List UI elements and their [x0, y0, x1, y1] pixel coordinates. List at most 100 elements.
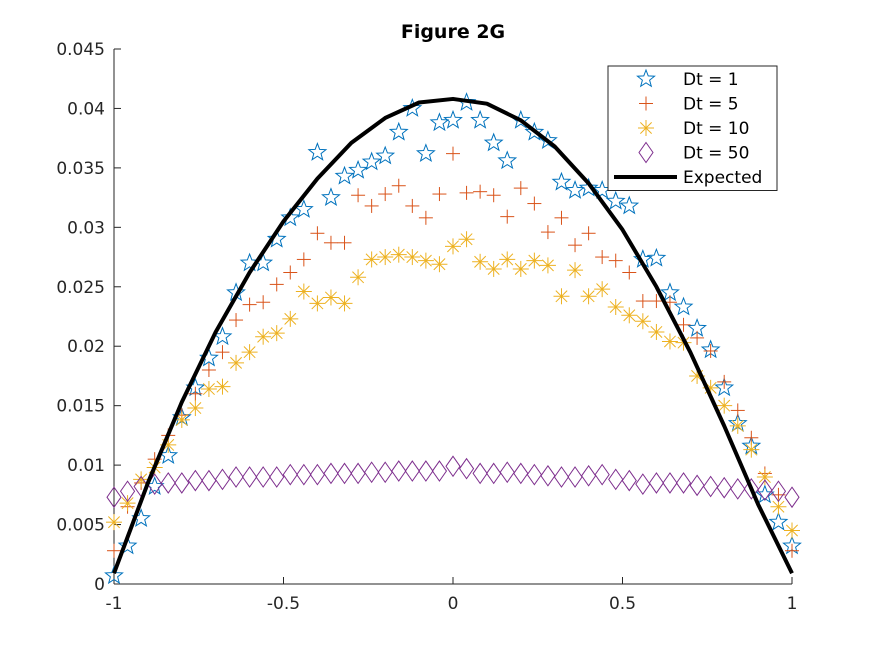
legend-label: Dt = 50	[683, 144, 749, 164]
data-point-asterisk	[322, 289, 339, 306]
data-point-plus	[595, 250, 610, 265]
data-point-plus	[568, 238, 583, 253]
data-point-plus	[351, 188, 366, 203]
data-point-diamond	[703, 475, 719, 498]
axes: -1 -0.5 0 0.5 1 0 0.005 0.01 0.015 0.02 0.025 0.03 0…	[56, 40, 797, 614]
data-point-asterisk	[634, 313, 651, 330]
legend-marker-asterisk	[638, 120, 654, 136]
data-point-pentagram	[280, 207, 301, 227]
data-point-plus	[785, 543, 799, 558]
data-point-diamond	[594, 463, 610, 486]
series-layer	[104, 92, 802, 585]
legend-marker-diamond	[638, 141, 654, 164]
data-point-diamond	[553, 466, 570, 488]
data-point-diamond	[648, 472, 665, 494]
data-point-asterisk	[363, 251, 380, 268]
data-point-diamond	[499, 461, 515, 484]
data-point-diamond	[770, 480, 787, 503]
data-point-diamond	[675, 472, 692, 494]
data-point-pentagram	[551, 171, 572, 191]
data-point-diamond	[431, 460, 448, 482]
data-point-diamond	[635, 473, 651, 496]
data-point-diamond	[391, 460, 407, 482]
data-point-plus	[649, 294, 664, 309]
data-point-plus	[107, 543, 121, 558]
data-point-plus	[364, 198, 379, 213]
series-4	[112, 96, 794, 575]
data-point-diamond	[350, 462, 366, 485]
data-point-diamond	[580, 464, 597, 487]
data-point-asterisk	[458, 231, 475, 248]
data-point-plus	[283, 265, 298, 280]
y-tick-label: 0.03	[67, 218, 105, 238]
data-point-asterisk	[200, 381, 217, 398]
series-1	[107, 146, 799, 558]
data-point-plus	[188, 386, 203, 401]
data-point-plus	[703, 343, 718, 358]
data-point-asterisk	[417, 252, 434, 269]
data-point-asterisk	[661, 333, 678, 350]
data-point-diamond	[255, 466, 271, 488]
chart-title: Figure 2G	[401, 21, 505, 43]
data-point-diamond	[689, 474, 705, 497]
x-tick-label: 0	[448, 594, 459, 614]
data-point-pentagram	[429, 112, 450, 132]
legend-label: Expected	[683, 168, 762, 188]
data-point-diamond	[567, 466, 583, 488]
data-point-diamond	[472, 462, 488, 485]
data-point-plus	[676, 317, 691, 332]
data-point-diamond	[730, 478, 746, 500]
data-point-plus	[269, 277, 284, 292]
data-point-plus	[513, 181, 528, 196]
data-point-pentagram	[361, 151, 382, 171]
data-point-diamond	[757, 479, 773, 501]
data-point-asterisk	[472, 253, 489, 270]
data-point-diamond	[662, 472, 678, 494]
data-point-asterisk	[255, 328, 272, 345]
data-point-plus	[378, 187, 393, 202]
data-point-diamond	[608, 468, 624, 491]
data-point-diamond	[445, 455, 461, 478]
y-tick-label: 0.02	[67, 337, 105, 357]
data-point-asterisk	[648, 323, 665, 340]
data-point-diamond	[336, 462, 353, 485]
data-point-plus	[527, 196, 542, 211]
data-point-pentagram	[646, 247, 667, 267]
data-point-pentagram	[415, 143, 436, 163]
data-point-pentagram	[497, 150, 518, 170]
data-point-diamond	[323, 462, 339, 485]
data-point-asterisk	[228, 354, 245, 371]
y-tick-label: 0.025	[56, 278, 105, 298]
data-point-asterisk	[282, 310, 299, 327]
data-point-asterisk	[512, 260, 529, 277]
data-point-pentagram	[266, 228, 287, 248]
data-point-diamond	[418, 460, 434, 482]
data-point-plus	[581, 226, 596, 241]
data-point-asterisk	[580, 288, 597, 305]
data-point-asterisk	[526, 252, 543, 269]
data-point-asterisk	[539, 257, 556, 274]
data-point-diamond	[174, 472, 190, 494]
y-tick-label: 0.045	[56, 40, 105, 60]
data-point-plus	[310, 226, 325, 241]
legend-box	[607, 65, 778, 191]
data-point-asterisk	[309, 295, 326, 312]
data-point-diamond	[214, 468, 231, 491]
data-point-diamond	[743, 478, 759, 500]
legend-item: Dt = 1	[636, 68, 739, 90]
data-point-pentagram	[483, 132, 504, 152]
data-point-plus	[229, 313, 244, 328]
y-tick-label: 0.04	[67, 99, 105, 119]
data-point-asterisk	[499, 251, 516, 268]
data-point-asterisk	[106, 514, 122, 531]
data-point-asterisk	[743, 441, 760, 458]
data-point-diamond	[486, 462, 502, 485]
data-point-asterisk	[295, 283, 312, 300]
data-point-diamond	[377, 461, 393, 484]
data-point-pentagram	[768, 511, 789, 531]
data-point-pentagram	[375, 145, 396, 165]
data-point-pentagram	[578, 177, 599, 197]
data-point-diamond	[187, 469, 203, 492]
data-point-pentagram	[334, 165, 355, 185]
